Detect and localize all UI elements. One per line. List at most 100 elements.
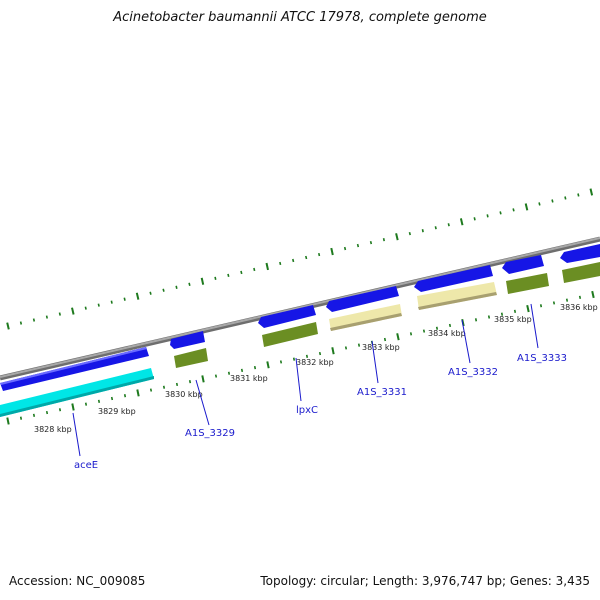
- tick-mark: [357, 343, 361, 347]
- tick-mark: [499, 211, 502, 215]
- kbp-tick-label: 3828 kbp: [34, 425, 72, 434]
- cds-feature[interactable]: [414, 265, 493, 292]
- tick-mark: [279, 261, 282, 266]
- tick-mark: [175, 285, 178, 289]
- tick-mark: [459, 218, 464, 226]
- gene-feature-A1S_3329[interactable]: [174, 348, 208, 368]
- tick-mark: [19, 321, 23, 325]
- gene-label[interactable]: A1S_3333: [517, 353, 567, 364]
- tick-mark: [551, 199, 554, 203]
- tick-mark: [214, 276, 217, 280]
- tick-mark: [175, 382, 179, 387]
- gene-feature-A1S_3333[interactable]: [506, 273, 549, 294]
- tick-mark: [97, 303, 100, 307]
- tick-mark: [110, 396, 114, 401]
- gene-feature[interactable]: [562, 262, 600, 283]
- gene-label[interactable]: lpxC: [296, 405, 318, 416]
- tick-mark: [227, 273, 230, 277]
- gene-feature-aceE[interactable]: [0, 376, 154, 417]
- gene-label[interactable]: A1S_3329: [185, 428, 235, 439]
- gene-feature-A1S_3331[interactable]: [329, 304, 402, 331]
- tick-mark: [473, 217, 476, 221]
- tick-mark: [162, 385, 166, 389]
- tick-mark: [136, 389, 140, 397]
- tick-mark: [564, 196, 567, 200]
- tick-mark: [32, 318, 36, 322]
- tick-mark: [369, 241, 373, 245]
- tick-mark: [343, 246, 347, 251]
- tick-mark: [149, 291, 152, 295]
- tick-mark: [188, 282, 191, 286]
- kbp-tick-label: 3833 kbp: [362, 343, 400, 352]
- tick-mark: [408, 232, 411, 236]
- tick-mark: [58, 408, 62, 412]
- tick-mark: [474, 318, 478, 322]
- tick-mark: [200, 277, 205, 285]
- tick-mark: [524, 203, 529, 211]
- kbp-tick-label: 3836 kbp: [560, 303, 598, 312]
- tick-mark: [591, 290, 595, 299]
- tick-mark: [447, 223, 450, 227]
- tick-mark: [71, 307, 75, 315]
- tick-mark: [110, 300, 113, 304]
- map-title: Acinetobacter baumannii ATCC 17978, comp…: [113, 10, 487, 25]
- accession-label: Accession: NC_009085: [9, 574, 146, 588]
- tick-mark: [500, 312, 504, 316]
- tick-mark: [97, 399, 101, 403]
- tick-mark: [279, 360, 283, 364]
- tick-mark: [135, 292, 140, 300]
- tick-mark: [434, 226, 437, 230]
- tick-mark: [395, 233, 399, 241]
- tick-mark: [6, 417, 10, 425]
- cds-feature[interactable]: [502, 255, 544, 274]
- gene-feature-A1S_3331[interactable]: [330, 313, 402, 331]
- tick-mark: [331, 347, 335, 355]
- kbp-tick-labels: 3828 kbp 3829 kbp 3830 kbp 3831 kbp 3832…: [34, 303, 598, 434]
- tick-mark: [162, 288, 165, 292]
- tick-mark: [253, 365, 257, 370]
- tick-mark: [266, 361, 270, 369]
- cds-feature[interactable]: [326, 286, 399, 312]
- tick-mark: [552, 301, 556, 305]
- outer-tick-ruler: [6, 188, 594, 330]
- tick-mark: [84, 306, 87, 310]
- gene-label[interactable]: A1S_3331: [357, 387, 407, 398]
- tick-mark: [486, 214, 489, 218]
- kbp-tick-label: 3835 kbp: [494, 315, 532, 324]
- tick-mark: [123, 297, 126, 301]
- cds-feature[interactable]: [0, 347, 149, 391]
- cds-feature[interactable]: [170, 331, 205, 349]
- tick-mark: [435, 326, 439, 330]
- tick-mark: [201, 375, 205, 383]
- tick-mark: [305, 354, 309, 358]
- tick-mark: [214, 374, 218, 378]
- tick-mark: [422, 329, 426, 333]
- gene-feature-lpxC[interactable]: [262, 322, 318, 347]
- gene-feature-A1S_3332[interactable]: [417, 282, 497, 310]
- inner-tick-ruler: [6, 290, 595, 425]
- tick-mark: [565, 298, 569, 302]
- gene-feature-A1S_3332[interactable]: [418, 292, 497, 310]
- gene-label[interactable]: aceE: [74, 460, 98, 471]
- cds-feature[interactable]: [560, 244, 600, 263]
- gene-label[interactable]: A1S_3332: [448, 367, 498, 378]
- tick-mark: [305, 255, 308, 260]
- tick-mark: [253, 267, 256, 272]
- tick-mark: [58, 312, 61, 316]
- tick-mark: [512, 208, 515, 212]
- tick-mark: [265, 262, 269, 271]
- tick-mark: [32, 413, 36, 417]
- tick-mark: [149, 388, 153, 392]
- tick-mark: [577, 193, 580, 197]
- tick-mark: [123, 394, 127, 398]
- cds-feature[interactable]: [0, 347, 147, 385]
- tick-mark: [539, 304, 543, 308]
- kbp-tick-label: 3832 kbp: [296, 358, 334, 367]
- tick-mark: [6, 322, 10, 330]
- tick-mark: [356, 243, 360, 248]
- tick-mark: [487, 315, 491, 319]
- tick-mark: [318, 252, 321, 257]
- tick-mark: [19, 416, 23, 420]
- cds-feature[interactable]: [258, 305, 316, 328]
